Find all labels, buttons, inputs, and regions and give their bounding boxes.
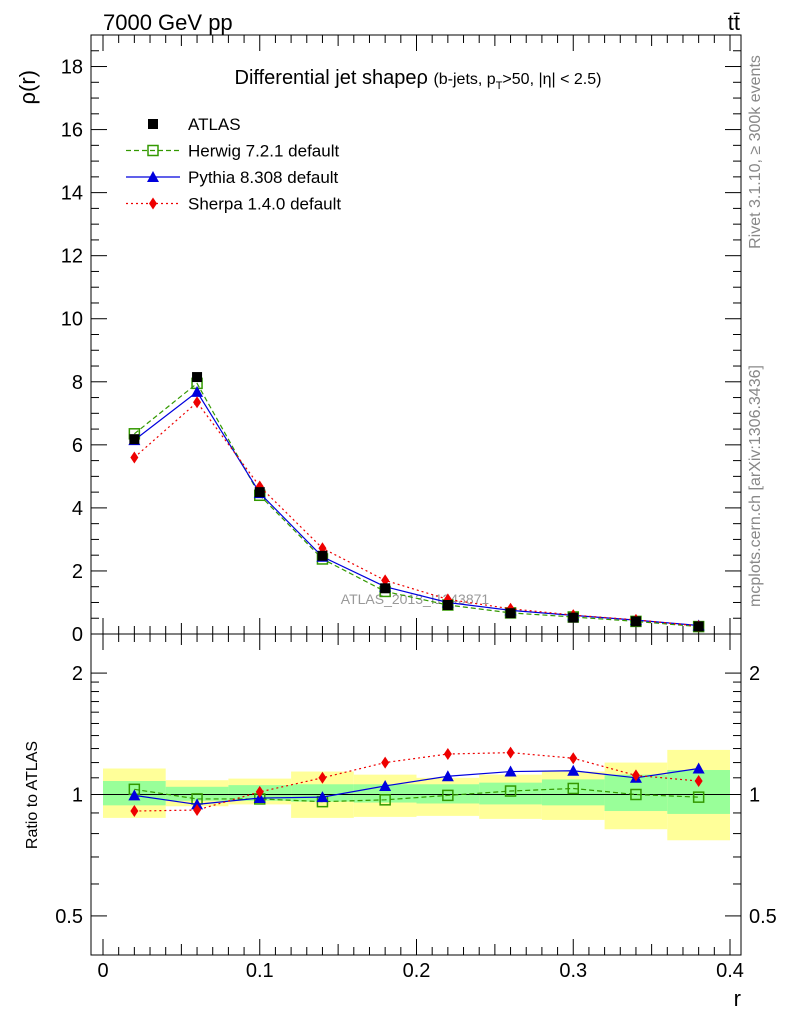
sherpa-point [193, 396, 202, 409]
y-tick-label: 4 [72, 498, 83, 520]
atlas-point [568, 612, 579, 623]
rivet-label: Rivet 3.1.10, ≥ 300k events [747, 55, 764, 249]
sherpa-ratio-point [443, 748, 452, 761]
ratio-tick-label-right: 0.5 [749, 906, 777, 928]
y-tick-label: 12 [61, 246, 83, 268]
atlas-point [129, 434, 140, 445]
herwig-ratio-point [442, 789, 454, 802]
atlas-point [254, 487, 265, 498]
legend-label-atlas: ATLAS [188, 115, 241, 134]
chart-title-sub-rest: >50, |η| < 2.5) [502, 71, 601, 88]
herwig-ratio-point [379, 794, 391, 806]
x-tick-label: 0.2 [403, 960, 431, 982]
legend-marker-atlas [148, 119, 158, 129]
sherpa-line [133, 401, 699, 627]
chart-title: Differential jet shapeρ (b-jets, pT>50, … [235, 67, 602, 92]
x-axis-label: r [734, 986, 741, 1011]
chart-title-main: Differential jet shape [235, 67, 417, 89]
x-tick-label: 0.4 [716, 960, 744, 982]
pythia-ratio-point [379, 779, 392, 791]
main-axes: 0 2 4 6 8 10 12 14 16 18 [61, 34, 742, 646]
sherpa-ratio-point [193, 804, 202, 817]
main-series [128, 372, 705, 633]
sherpa-ratio-point [130, 805, 139, 818]
herwig-ratio-point [567, 782, 579, 795]
sherpa-ratio-point [318, 771, 327, 784]
y-axis-label: ρ(r) [15, 70, 40, 105]
legend-marker-sherpa [149, 197, 157, 210]
y-tick-label: 18 [61, 57, 83, 79]
y-tick-label: 14 [61, 183, 83, 205]
chart-title-sub: (b-jets, p [433, 71, 495, 88]
y-tick-label: 0 [72, 624, 83, 646]
atlas-point [317, 550, 328, 561]
band-green-6 [479, 782, 542, 805]
pythia-point [191, 385, 204, 397]
pythia-ratio-point [504, 765, 517, 777]
uncertainty-bands [103, 749, 730, 841]
sherpa-ratio-point [255, 785, 264, 798]
atlas-point [693, 621, 704, 632]
chart-title-sub-t: T [496, 80, 503, 92]
pythia-ratio-point [441, 770, 454, 782]
y-tick-label: 2 [72, 561, 83, 583]
legend: ATLAS Herwig 7.2.1 default Pythia 8.308 de… [126, 115, 341, 214]
sherpa-ratio-point [694, 775, 703, 788]
sherpa-point [130, 451, 139, 464]
sherpa-ratio-line [134, 752, 699, 812]
mcplots-label: mcplots.cern.ch [arXiv:1306.3436] [747, 365, 764, 607]
atlas-point [380, 583, 391, 594]
pythia-ratio-point [316, 791, 329, 803]
ratio-series [128, 746, 705, 818]
pythia-ratio-point [567, 764, 580, 776]
x-tick-label: 0 [97, 960, 108, 982]
ratio-tick-label: 2 [72, 663, 83, 685]
legend-label-sherpa: Sherpa 1.4.0 default [188, 195, 341, 214]
ratio-tick-label-right: 1 [749, 785, 760, 807]
legend-label-pythia: Pythia 8.308 default [188, 168, 339, 187]
pythia-ratio-point [128, 789, 141, 801]
pythia-ratio-point [692, 762, 705, 774]
legend-marker-pythia [147, 171, 159, 182]
ratio-axis-label: Ratio to ATLAS [24, 741, 41, 849]
y-tick-label: 10 [61, 309, 83, 331]
y-tick-label: 8 [72, 372, 83, 394]
x-tick-label: 0.3 [559, 960, 587, 982]
atlas-point [442, 599, 453, 610]
ratio-axes: 0 0.1 0.2 0.3 0.4 0.5 0.5 1 1 2 2 [55, 633, 777, 982]
band-green-5 [416, 784, 480, 804]
sherpa-ratio-point [381, 756, 390, 769]
ratio-tick-label: 1 [72, 785, 83, 807]
atlas-point [505, 608, 516, 619]
ratio-tick-label-right: 2 [749, 663, 760, 685]
herwig-line [133, 382, 699, 628]
sherpa-ratio-point [506, 746, 515, 759]
herwig-ratio-point [630, 788, 642, 801]
x-tick-label: 0.1 [246, 960, 274, 982]
pythia-ratio-point [191, 798, 204, 810]
y-tick-label: 6 [72, 435, 83, 457]
herwig-ratio-line [134, 787, 699, 803]
ratio-tick-label: 0.5 [55, 906, 83, 928]
process-label: tt̄ [728, 10, 740, 35]
chart-title-rho: ρ [416, 67, 427, 89]
atlas-point [192, 372, 203, 383]
herwig-ratio-point [504, 785, 517, 797]
atlas-point [630, 616, 641, 627]
herwig-ratio-point [692, 791, 705, 803]
legend-label-herwig: Herwig 7.2.1 default [188, 142, 339, 161]
sherpa-ratio-point [631, 769, 640, 782]
sherpa-ratio-point [569, 752, 578, 765]
energy-label: 7000 GeV pp [103, 10, 233, 35]
legend-marker-herwig [147, 144, 159, 157]
y-tick-label: 16 [61, 120, 83, 142]
